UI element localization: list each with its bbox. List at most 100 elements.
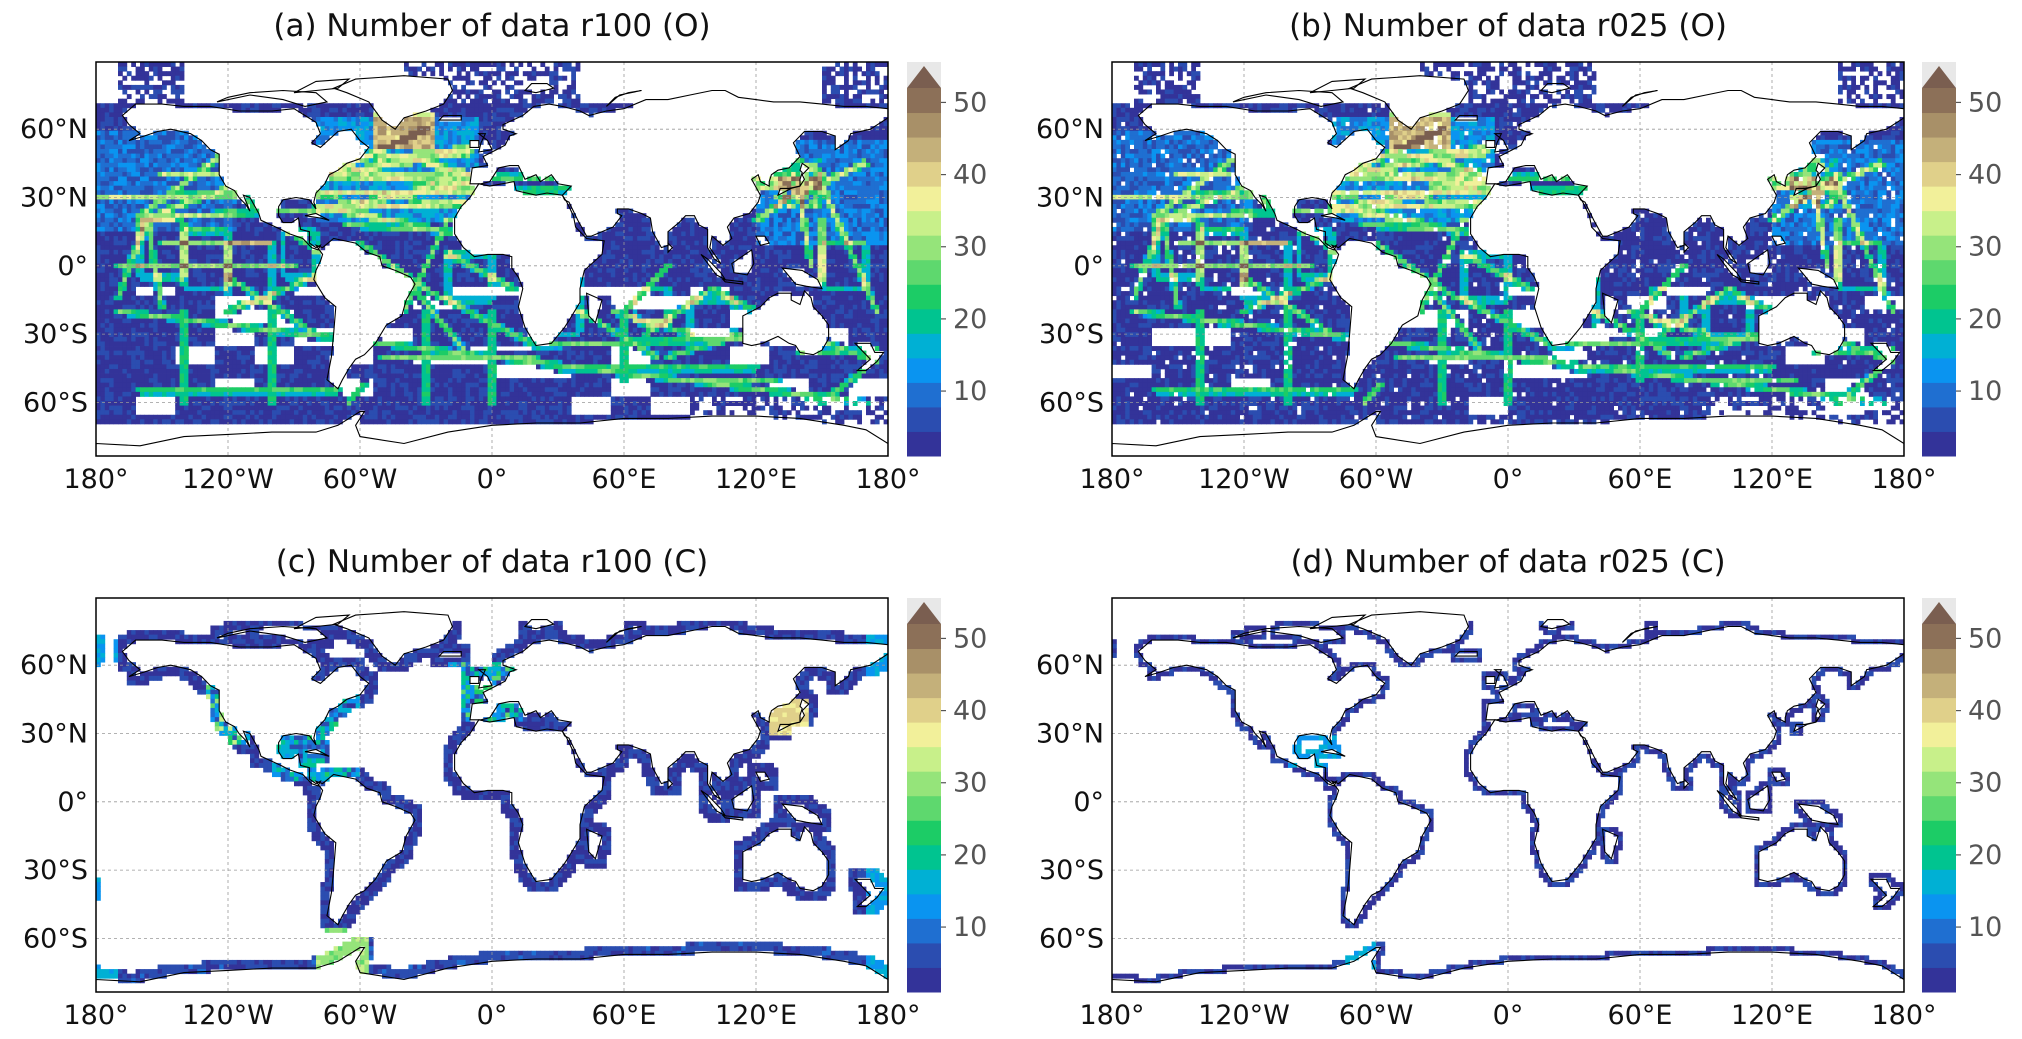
data-map [96, 62, 888, 471]
colorbar-segment [1922, 747, 1956, 772]
colorbar-tick-label: 20 [953, 304, 987, 335]
lon-tick-label: 60°E [1608, 464, 1673, 495]
lat-tick-label: 30°S [1039, 855, 1104, 886]
colorbar-segment [907, 137, 941, 162]
colorbar-segment [1922, 431, 1956, 456]
colorbar-segment [1922, 284, 1956, 309]
colorbar-segment [907, 747, 941, 772]
colorbar-tick-label: 10 [953, 912, 987, 943]
colorbar-segment [1922, 820, 1956, 845]
colorbar-segment [907, 869, 941, 894]
lat-tick-label: 60°S [1039, 387, 1104, 418]
colorbar-tick-label: 30 [953, 232, 987, 263]
panel-title: (d) Number of data r025 (C) [1290, 544, 1725, 580]
colorbar-segment [907, 796, 941, 821]
panel-title: (c) Number of data r100 (C) [276, 544, 709, 580]
colorbar-segment [1922, 649, 1956, 674]
colorbar-tick-label: 50 [953, 623, 987, 654]
colorbar-tick-label: 10 [1968, 912, 2002, 943]
colorbar-segment [1922, 918, 1956, 943]
colorbar-segment [1922, 845, 1956, 870]
colorbar-segment [1922, 943, 1956, 968]
colorbar-segment [907, 309, 941, 334]
colorbar-segment [1922, 894, 1956, 919]
colorbar-segment [907, 624, 941, 649]
panel-d: (d) Number of data r025 (C) 180° 120°W 60°… [1036, 544, 2002, 1031]
colorbar-tick-label: 40 [953, 696, 987, 727]
panel-title: (b) Number of data r025 (O) [1289, 8, 1727, 44]
lat-tick-label: 30°S [23, 855, 88, 886]
lon-tick-label: 120°W [182, 464, 274, 495]
colorbar-segment [1922, 722, 1956, 747]
lon-tick-label: 0° [1493, 1000, 1524, 1031]
colorbar-segment [907, 358, 941, 383]
colorbar-segment [907, 407, 941, 432]
lon-tick-label: 180° [1079, 1000, 1144, 1031]
lon-tick-label: 60°E [592, 1000, 657, 1031]
colorbar-tick-label: 10 [953, 376, 987, 407]
colorbar-segment [907, 88, 941, 113]
lon-tick-label: 180° [63, 1000, 128, 1031]
lat-tick-label: 30°S [1039, 319, 1104, 350]
colorbar-tick-label: 10 [1968, 376, 2002, 407]
lat-tick-label: 30°N [20, 719, 88, 750]
colorbar-segment [1922, 796, 1956, 821]
lon-tick-label: 60°W [1339, 464, 1414, 495]
colorbar-segment [1922, 869, 1956, 894]
lat-tick-label: 60°S [23, 387, 88, 418]
lon-tick-label: 120°W [1198, 464, 1290, 495]
colorbar-segment [1922, 673, 1956, 698]
lon-tick-label: 120°W [1198, 1000, 1290, 1031]
lon-tick-label: 180° [1079, 464, 1144, 495]
colorbar-segment [907, 113, 941, 138]
colorbar-segment [907, 845, 941, 870]
colorbar-segment [1922, 624, 1956, 649]
lon-tick-label: 120°W [182, 1000, 274, 1031]
colorbar-segment [1922, 162, 1956, 187]
colorbar-tick-label: 50 [1968, 87, 2002, 118]
colorbar-segment [907, 186, 941, 211]
lon-tick-label: 60°W [1339, 1000, 1414, 1031]
lon-tick-label: 180° [63, 464, 128, 495]
colorbar-segment [907, 260, 941, 285]
colorbar-segment [907, 235, 941, 260]
colorbar-segment [907, 333, 941, 358]
colorbar-segment [907, 771, 941, 796]
colorbar-segment [907, 649, 941, 674]
colorbar-tick-label: 40 [1968, 696, 2002, 727]
colorbar-segment [907, 211, 941, 236]
colorbar-segment [907, 382, 941, 407]
lat-tick-label: 30°S [23, 319, 88, 350]
lat-tick-label: 60°N [20, 650, 88, 681]
lat-tick-label: 60°N [1036, 114, 1104, 145]
colorbar-segment [1922, 260, 1956, 285]
lat-tick-label: 60°N [20, 114, 88, 145]
colorbar-segment [1922, 113, 1956, 138]
colorbar-segment [1922, 407, 1956, 432]
colorbar-segment [1922, 333, 1956, 358]
colorbar-segment [907, 284, 941, 309]
lon-tick-label: 60°E [1608, 1000, 1673, 1031]
colorbar-tick-label: 40 [1968, 160, 2002, 191]
colorbar-tick-label: 20 [953, 840, 987, 871]
colorbar-tick-label: 30 [1968, 768, 2002, 799]
lon-tick-label: 120°E [715, 464, 797, 495]
lon-tick-label: 60°W [323, 1000, 398, 1031]
lat-tick-label: 0° [57, 787, 88, 818]
lon-tick-label: 120°E [1731, 1000, 1813, 1031]
colorbar-tick-label: 20 [1968, 304, 2002, 335]
colorbar-segment [907, 673, 941, 698]
data-map [1112, 62, 1904, 471]
lon-tick-label: 180° [855, 464, 920, 495]
colorbar-segment [1922, 358, 1956, 383]
lon-tick-label: 0° [477, 1000, 508, 1031]
lon-tick-label: 120°E [1731, 464, 1813, 495]
colorbar-segment [907, 918, 941, 943]
lon-tick-label: 0° [1493, 464, 1524, 495]
